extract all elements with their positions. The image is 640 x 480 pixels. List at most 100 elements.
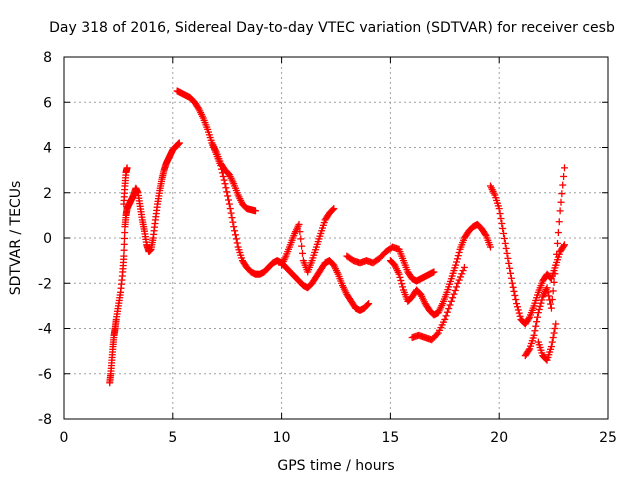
data-point — [447, 297, 455, 305]
data-point — [505, 259, 513, 267]
data-point — [396, 273, 404, 281]
data-point — [500, 234, 508, 242]
data-point — [227, 209, 235, 217]
x-tick-label: 20 — [490, 430, 508, 446]
data-point — [495, 205, 503, 213]
y-tick-label: -4 — [38, 322, 52, 338]
data-points — [106, 87, 568, 387]
data-point — [501, 239, 509, 247]
data-point — [453, 258, 461, 266]
data-point — [510, 287, 518, 295]
data-point — [230, 223, 238, 231]
data-point — [298, 249, 306, 257]
data-point — [513, 303, 521, 311]
data-point — [397, 277, 405, 285]
data-point — [295, 220, 303, 228]
data-point — [534, 309, 542, 317]
data-point — [552, 261, 560, 269]
y-axis-label: SDTVAR / TECUs — [8, 181, 24, 296]
data-point — [296, 228, 304, 236]
data-point — [525, 315, 533, 323]
data-point — [549, 334, 557, 342]
data-point — [398, 280, 406, 288]
data-point — [453, 283, 461, 291]
data-point — [458, 270, 466, 278]
data-point — [452, 261, 460, 269]
x-axis-label: GPS time / hours — [277, 458, 394, 474]
data-point — [399, 283, 407, 291]
data-point — [455, 248, 463, 256]
data-point — [219, 172, 227, 180]
data-point — [557, 198, 565, 206]
data-point — [555, 218, 563, 226]
data-point — [550, 329, 558, 337]
x-tick-label: 0 — [60, 430, 69, 446]
y-tick-label: 6 — [43, 95, 52, 111]
x-tick-label: 5 — [168, 430, 177, 446]
data-point — [516, 312, 524, 320]
data-point — [225, 196, 233, 204]
data-point — [548, 296, 556, 304]
x-tick-label: 10 — [273, 430, 291, 446]
data-point — [504, 254, 512, 262]
data-point — [536, 302, 544, 310]
data-point — [232, 235, 240, 243]
data-point — [443, 308, 451, 316]
data-point — [548, 338, 556, 346]
data-point — [222, 184, 230, 192]
data-point — [330, 205, 338, 213]
data-point — [560, 164, 568, 172]
data-point — [506, 264, 514, 272]
data-point — [551, 325, 559, 332]
data-point — [226, 205, 234, 213]
data-point — [525, 346, 533, 354]
data-point — [446, 301, 454, 309]
data-point — [123, 164, 131, 172]
data-point — [547, 343, 555, 351]
data-point — [454, 252, 462, 260]
data-point — [531, 327, 539, 335]
data-point — [535, 305, 543, 313]
data-point — [500, 229, 508, 237]
data-point — [460, 263, 468, 271]
data-point — [175, 139, 183, 147]
data-point — [511, 291, 519, 299]
data-point — [121, 229, 129, 237]
data-point — [455, 276, 463, 284]
data-point — [544, 288, 552, 296]
y-tick-label: 4 — [43, 141, 52, 157]
data-point — [537, 299, 545, 307]
data-point — [558, 190, 566, 198]
data-point — [502, 244, 510, 252]
data-point — [451, 286, 459, 294]
data-point — [556, 207, 564, 215]
y-tick-label: 0 — [43, 231, 52, 247]
data-point — [559, 181, 567, 189]
data-point — [533, 318, 541, 326]
data-point — [456, 273, 464, 281]
data-point — [231, 231, 239, 239]
data-point — [513, 300, 521, 308]
x-tick-labels: 0 5 10 15 20 25 — [60, 430, 617, 446]
data-point — [499, 224, 507, 232]
data-point — [454, 279, 462, 287]
data-point — [441, 315, 449, 323]
data-point — [453, 255, 461, 263]
data-point — [365, 300, 373, 308]
data-point — [298, 242, 306, 250]
data-point — [228, 214, 236, 222]
x-tick-label: 15 — [381, 430, 399, 446]
data-point — [497, 215, 505, 223]
data-point — [220, 176, 228, 184]
y-tick-label: -8 — [38, 412, 52, 428]
data-point — [508, 279, 516, 287]
data-point — [481, 230, 489, 238]
data-point — [512, 296, 520, 304]
tick-marks — [63, 56, 609, 420]
chart-title: Day 318 of 2016, Sidereal Day-to-day VTE… — [49, 20, 615, 36]
data-point — [551, 270, 559, 278]
data-point — [329, 205, 337, 213]
data-point — [515, 309, 523, 317]
data-point — [533, 313, 541, 321]
data-point — [225, 200, 233, 208]
